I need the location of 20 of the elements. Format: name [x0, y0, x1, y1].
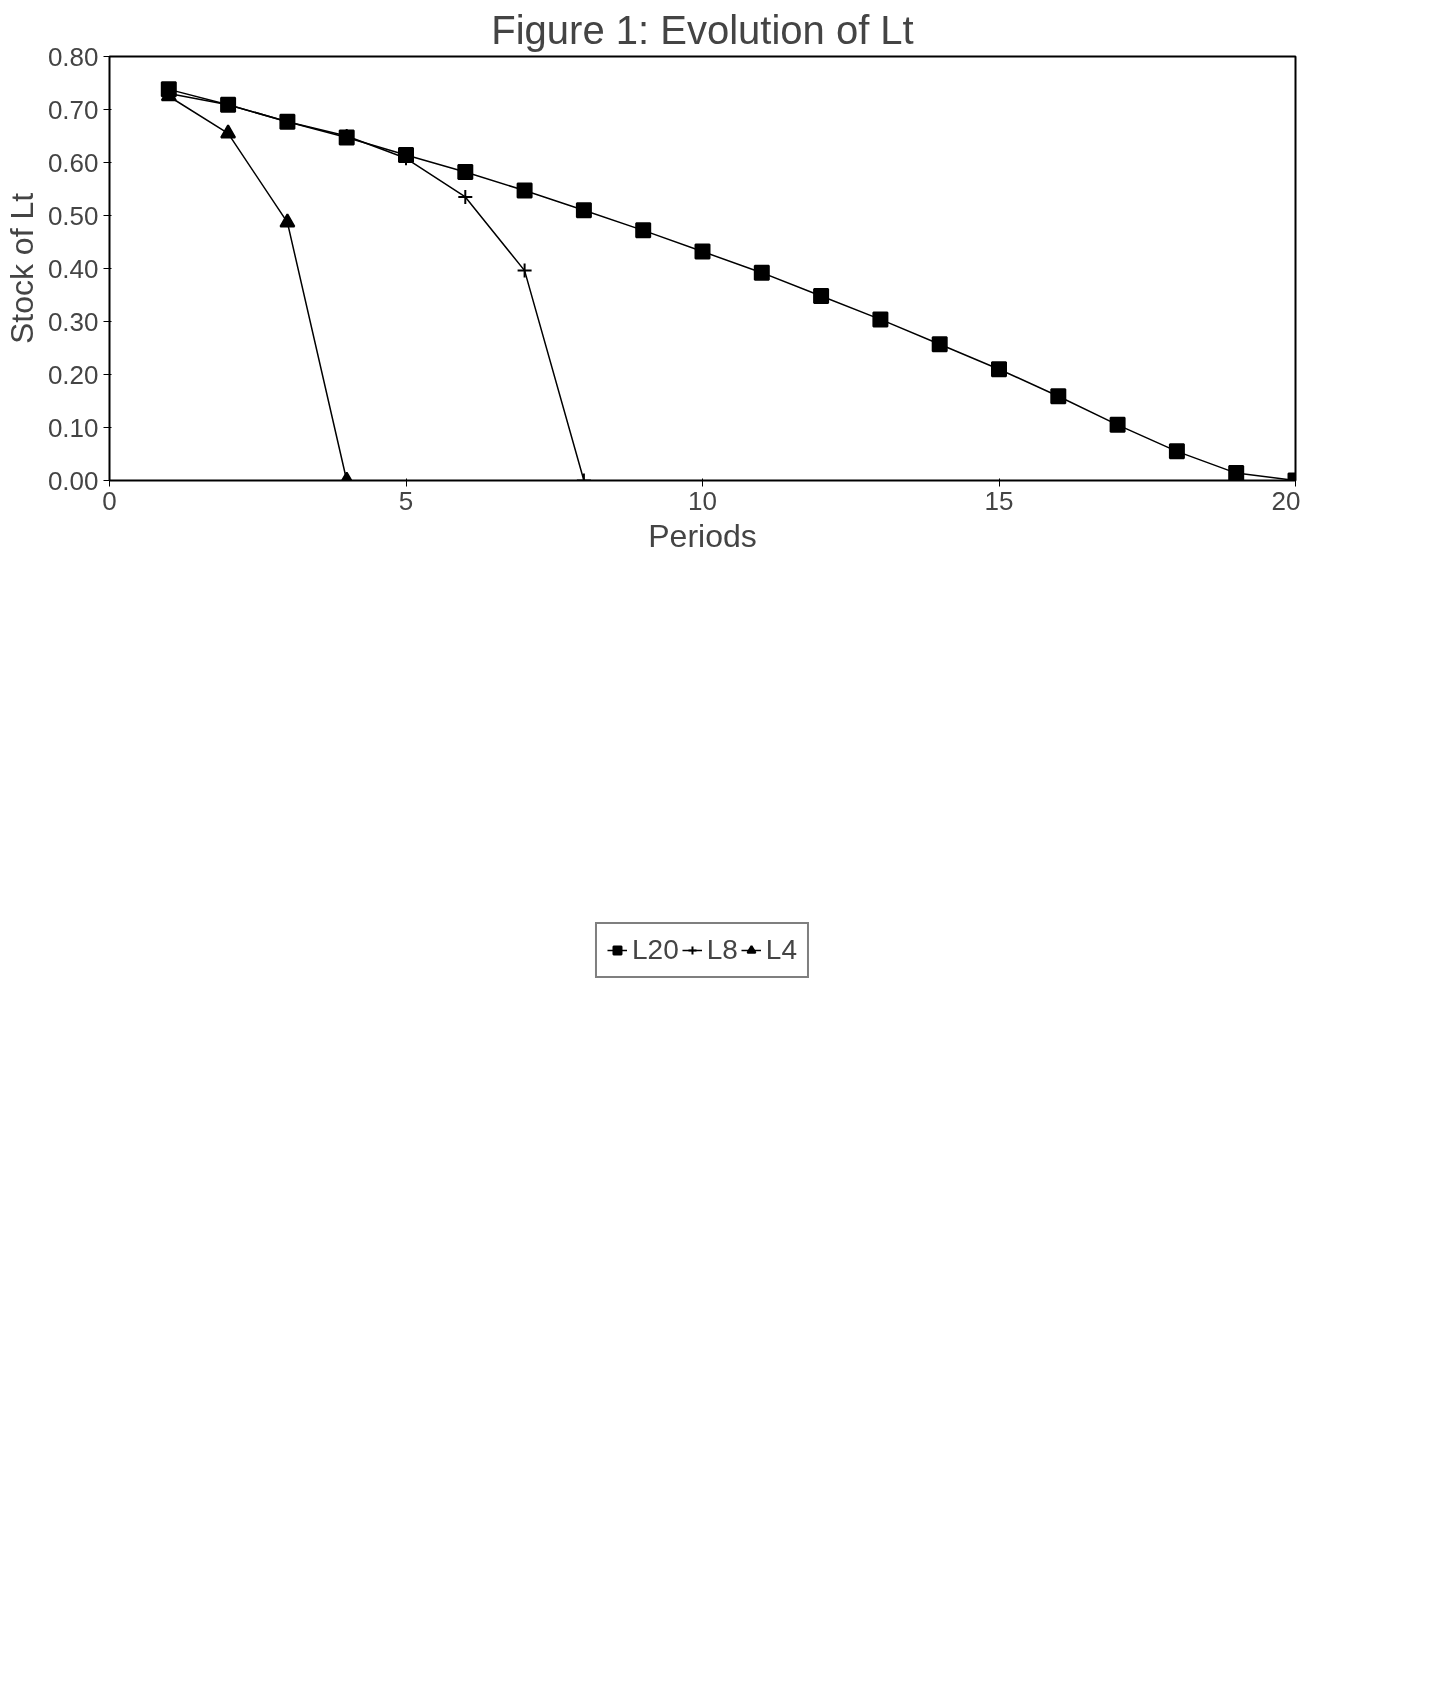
legend-label: L8: [706, 934, 738, 966]
y-tick-label: 0.40: [47, 253, 99, 284]
y-axis-title: Stock of Lt: [3, 192, 40, 345]
x-tick-label: 0: [102, 485, 117, 516]
y-tick-label: 0.60: [47, 147, 99, 178]
x-tick-label: 5: [398, 485, 414, 516]
x-axis-title: Periods: [648, 517, 757, 554]
x-tick-label: 20: [1271, 485, 1301, 516]
y-tick-label: 0.70: [47, 94, 99, 125]
y-tick-label: 0.00: [47, 465, 99, 496]
y-tick-label: 0.80: [47, 41, 99, 72]
y-tick-label: 0.50: [47, 200, 99, 231]
x-tick-label: 10: [688, 485, 717, 516]
legend-label: L4: [765, 934, 798, 966]
y-tick-label: 0.20: [47, 359, 99, 390]
y-tick-label: 0.10: [47, 412, 99, 443]
x-tick-label: 15: [984, 485, 1014, 516]
y-tick-label: 0.30: [47, 306, 99, 337]
legend-label: L20: [631, 934, 679, 966]
chart-title: Figure 1: Evolution of Lt: [491, 7, 914, 52]
